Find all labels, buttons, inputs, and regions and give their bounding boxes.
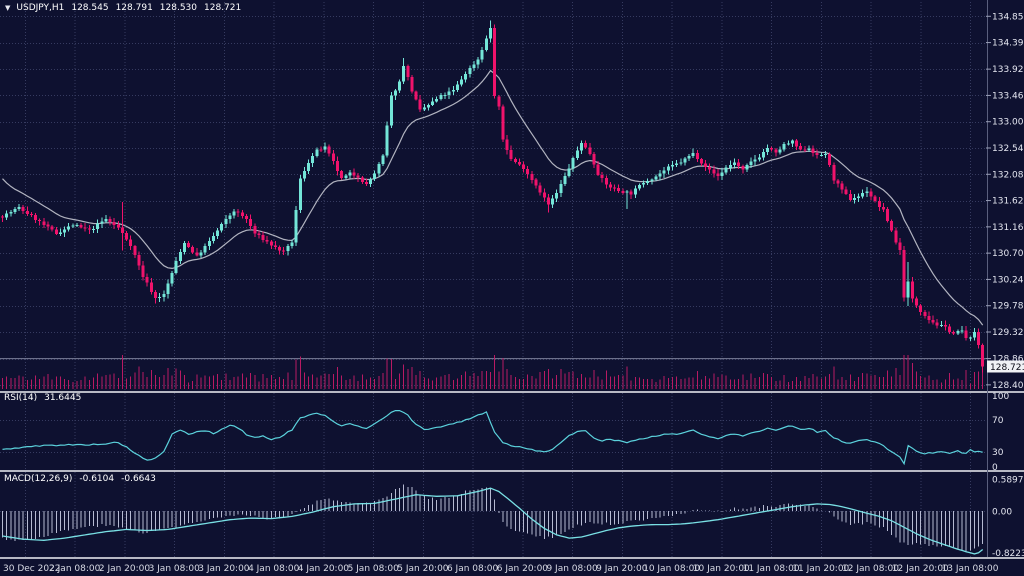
panel-separator[interactable]: [0, 391, 1024, 393]
time-tick-label: 5 Jan 08:00: [348, 564, 400, 574]
ohlc-low: 128.530: [159, 3, 198, 13]
ohlc-open: 128.545: [71, 3, 109, 13]
macd-signal-line: [2, 487, 984, 555]
time-tick-label: 3 Jan 20:00: [198, 564, 250, 574]
volume-series: [2, 355, 984, 389]
candlestick-series: [1, 20, 985, 373]
symbol-period-label: USDJPY,H1: [16, 3, 65, 13]
price-axis-labels: 134.850 134.390 133.925 133.465 133.005 132.5…: [986, 12, 1024, 559]
price-tick-label: 132.545: [992, 144, 1024, 154]
rsi-tick-label: 30: [992, 448, 1004, 458]
price-tick-label: 129.325: [992, 328, 1024, 338]
macd-label: MACD(12,26,9) -0.6104 -0.6643: [4, 474, 156, 484]
macd-tick-label: 0.5897: [992, 476, 1024, 486]
current-price-box: [987, 360, 1024, 373]
panel-separator[interactable]: [0, 470, 1024, 472]
macd-name: MACD(12,26,9): [4, 474, 73, 484]
price-tick-label: 130.705: [992, 249, 1024, 259]
time-tick-label: 3 Jan 08:00: [149, 564, 201, 574]
price-scale[interactable]: [986, 0, 1024, 557]
rsi-tick-label: 0: [992, 463, 998, 473]
price-tick-label: 129.785: [992, 302, 1024, 312]
price-tick-label: 128.860: [992, 355, 1024, 365]
time-tick-label: 9 Jan 20:00: [596, 564, 648, 574]
ohlc-close: 128.721: [204, 3, 242, 13]
ohlc-high: 128.791: [115, 3, 153, 13]
time-tick-label: 11 Jan 08:00: [743, 564, 800, 574]
price-tick-label: 134.390: [992, 39, 1024, 49]
time-tick-label: 11 Jan 20:00: [792, 564, 849, 574]
time-scale[interactable]: [0, 559, 1024, 576]
time-tick-label: 13 Jan 08:00: [942, 564, 999, 574]
chart-title: ▼ USDJPY,H1 128.545 128.791 128.530 128.…: [5, 3, 241, 13]
time-tick-label: 2 Jan 08:00: [49, 564, 101, 574]
time-tick-label: 12 Jan 08:00: [842, 564, 899, 574]
price-tick-label: 131.165: [992, 223, 1024, 233]
time-tick-label: 10 Jan 08:00: [643, 564, 700, 574]
panel-separator[interactable]: [0, 557, 1024, 559]
time-tick-label: 5 Jan 20:00: [397, 564, 449, 574]
price-tick-label: 130.245: [992, 275, 1024, 285]
rsi-tick-label: 70: [992, 416, 1004, 426]
time-axis-labels: 30 Dec 20222 Jan 08:002 Jan 20:003 Jan 0…: [3, 564, 999, 574]
price-tick-label: 134.850: [992, 12, 1024, 22]
macd-tick-label: -0.8223: [992, 549, 1024, 559]
time-tick-label: 30 Dec 2022: [3, 564, 61, 574]
price-tick-label: 128.400: [992, 381, 1024, 391]
price-tick-label: 132.085: [992, 170, 1024, 180]
time-tick-label: 4 Jan 08:00: [248, 564, 300, 574]
collapse-chart-icon[interactable]: ▼: [5, 4, 11, 12]
macd-main-value: -0.6104: [79, 474, 115, 484]
rsi-value: 31.6445: [44, 393, 82, 403]
time-tick-label: 2 Jan 20:00: [99, 564, 151, 574]
price-tick-label: 133.005: [992, 118, 1024, 128]
rsi-tick-label: 100: [992, 392, 1009, 402]
time-tick-label: 12 Jan 20:00: [892, 564, 949, 574]
price-tick-label: 133.465: [992, 91, 1024, 101]
moving-average-line: [2, 69, 984, 326]
time-tick-label: 6 Jan 08:00: [447, 564, 499, 574]
current-price-label: 128.721: [990, 363, 1024, 373]
rsi-name: RSI(14): [4, 393, 38, 403]
rsi-line: [2, 410, 983, 466]
rsi-label: RSI(14) 31.6445: [4, 393, 81, 403]
time-tick-label: 10 Jan 20:00: [693, 564, 750, 574]
price-tick-label: 133.925: [992, 65, 1024, 75]
price-tick-label: 131.625: [992, 197, 1024, 207]
macd-tick-label: 0.00: [992, 508, 1012, 518]
time-tick-label: 6 Jan 20:00: [497, 564, 549, 574]
macd-histogram: [2, 484, 984, 552]
time-tick-label: 4 Jan 20:00: [298, 564, 350, 574]
time-tick-label: 9 Jan 08:00: [546, 564, 598, 574]
macd-signal-value: -0.6643: [121, 474, 156, 484]
